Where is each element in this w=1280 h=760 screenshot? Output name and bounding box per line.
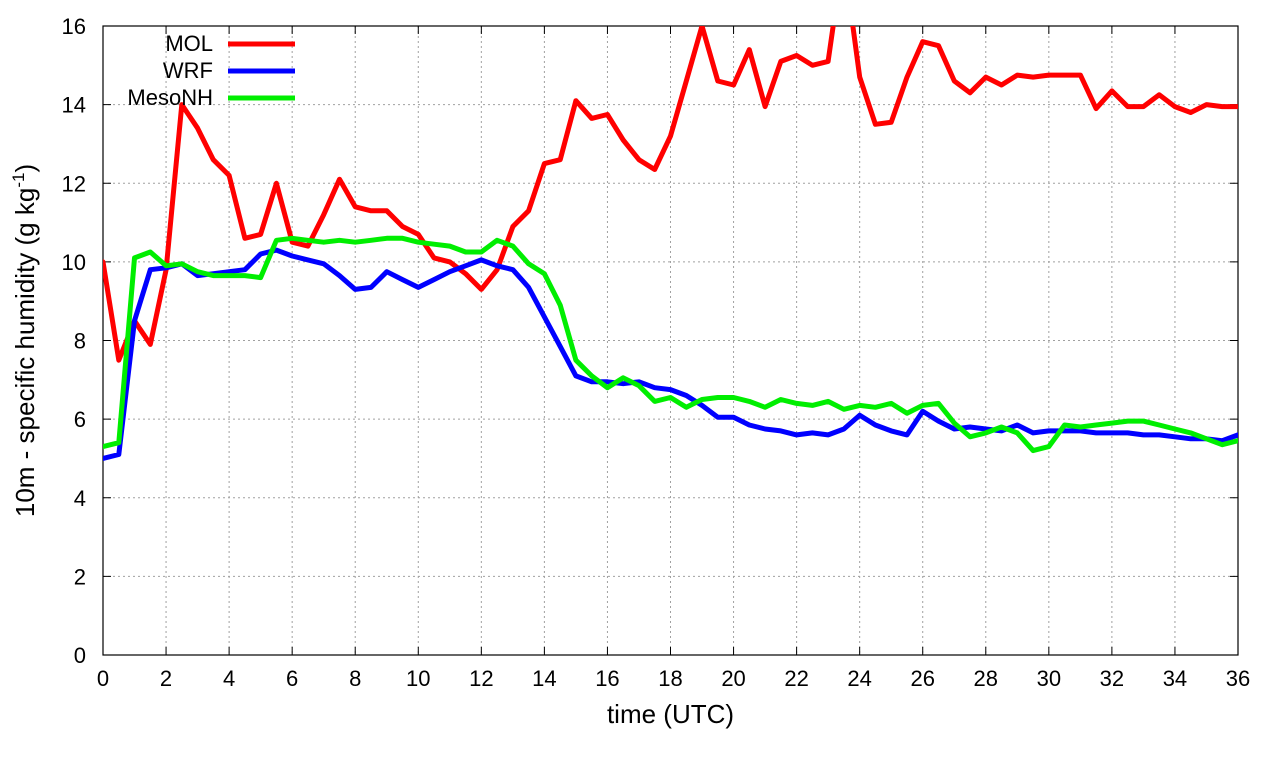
x-tick-label: 12 <box>469 666 493 691</box>
x-tick-label: 16 <box>595 666 619 691</box>
y-tick-label: 14 <box>62 93 86 118</box>
x-tick-label: 36 <box>1226 666 1250 691</box>
x-tick-label: 6 <box>286 666 298 691</box>
x-tick-label: 0 <box>97 666 109 691</box>
x-tick-label: 10 <box>406 666 430 691</box>
x-tick-label: 34 <box>1163 666 1187 691</box>
y-tick-label: 10 <box>62 250 86 275</box>
x-tick-label: 20 <box>721 666 745 691</box>
series-line-mol <box>103 26 1238 363</box>
x-tick-label: 24 <box>847 666 871 691</box>
y-tick-label: 2 <box>74 564 86 589</box>
y-tick-label: 0 <box>74 643 86 668</box>
y-tick-label: 8 <box>74 329 86 354</box>
series-line-wrf <box>103 247 1238 461</box>
x-tick-label: 4 <box>223 666 235 691</box>
legend-label-mesonh: MesoNH <box>127 85 213 110</box>
legend-label-wrf: WRF <box>163 58 213 83</box>
x-tick-label: 22 <box>784 666 808 691</box>
x-axis-title: time (UTC) <box>607 699 734 729</box>
y-axis-title-main: 10m - specific humidity (g kg <box>10 188 40 517</box>
x-tick-label: 2 <box>160 666 172 691</box>
y-axis-title-superscript: -1 <box>9 173 28 188</box>
y-axis-title-close: ) <box>10 164 40 173</box>
x-tick-label: 32 <box>1100 666 1124 691</box>
y-axis-ticks: 0 2 4 6 8 10 12 14 16 <box>62 14 1238 668</box>
y-axis-title: 10m - specific humidity (g kg-1) <box>9 164 40 517</box>
x-axis-ticks: 0 2 4 6 8 10 12 14 16 18 20 22 24 26 28 30 32 34 36 <box>97 26 1250 691</box>
x-tick-label: 14 <box>532 666 556 691</box>
x-tick-label: 8 <box>349 666 361 691</box>
legend-label-mol: MOL <box>165 31 213 56</box>
x-tick-label: 26 <box>910 666 934 691</box>
series-layer <box>103 26 1238 461</box>
y-tick-label: 6 <box>74 407 86 432</box>
y-tick-label: 16 <box>62 14 86 39</box>
x-tick-label: 18 <box>658 666 682 691</box>
x-tick-label: 28 <box>974 666 998 691</box>
x-tick-label: 30 <box>1037 666 1061 691</box>
y-tick-label: 4 <box>74 486 86 511</box>
y-tick-label: 12 <box>62 171 86 196</box>
grid-layer <box>103 26 1238 655</box>
series-line-mesonh <box>103 235 1238 454</box>
